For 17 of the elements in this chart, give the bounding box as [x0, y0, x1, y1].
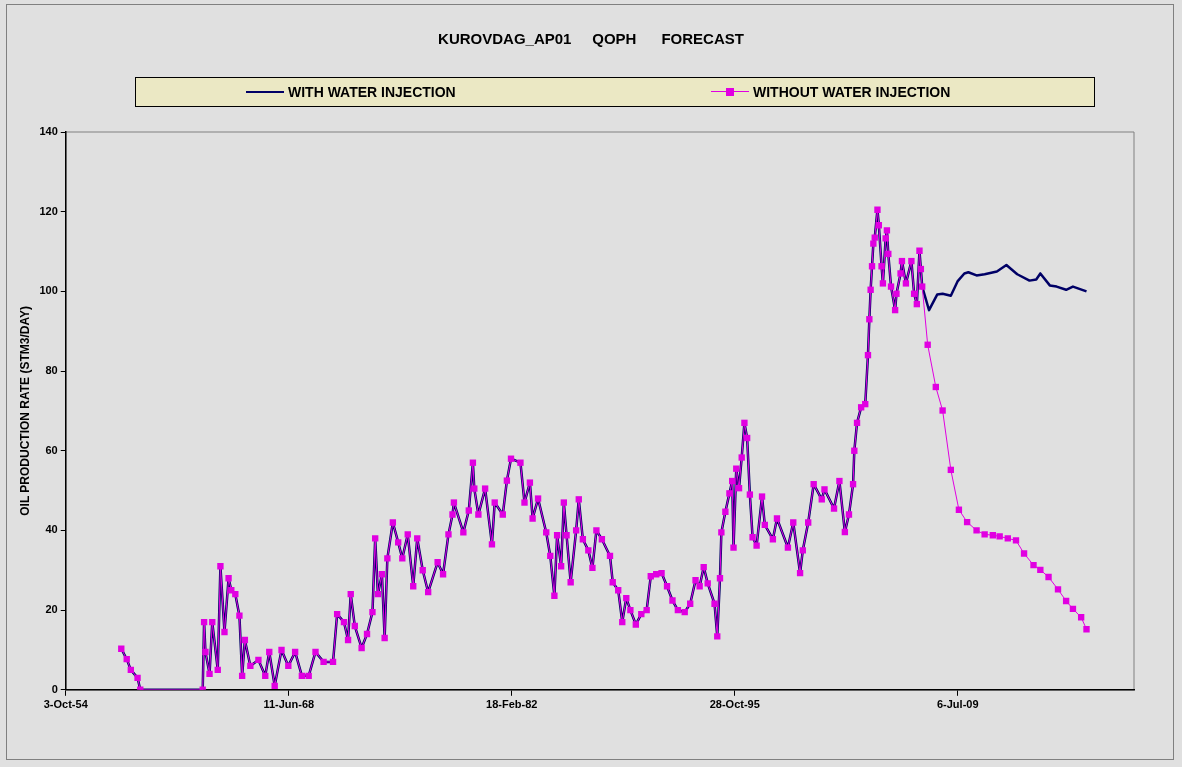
y-axis-title: OIL PRODUCTION RATE (STM3/DAY): [17, 306, 32, 516]
x-tick-label: 6-Jul-09: [936, 698, 979, 711]
y-tick-label: 120: [39, 204, 58, 217]
chart-title: KUROVDAG_AP01 QOPH FORECAST: [437, 30, 745, 47]
y-tick-label: 140: [39, 125, 58, 138]
x-tick-label: 3-Oct-54: [43, 698, 89, 711]
x-tick-label: 11-Jun-68: [263, 698, 315, 711]
legend-label: WITH WATER INJECTION: [288, 84, 456, 100]
y-tick-label: 60: [45, 443, 58, 456]
y-tick-label: 0: [51, 682, 58, 695]
y-tick-label: 40: [45, 523, 58, 536]
x-tick-label: 18-Feb-82: [486, 698, 538, 711]
y-tick-label: 20: [45, 603, 58, 616]
legend-label: WITHOUT WATER INJECTION: [753, 84, 951, 100]
y-tick-label: 80: [45, 364, 58, 377]
y-tick-label: 100: [39, 284, 58, 297]
x-tick-label: 28-Oct-95: [709, 698, 760, 711]
